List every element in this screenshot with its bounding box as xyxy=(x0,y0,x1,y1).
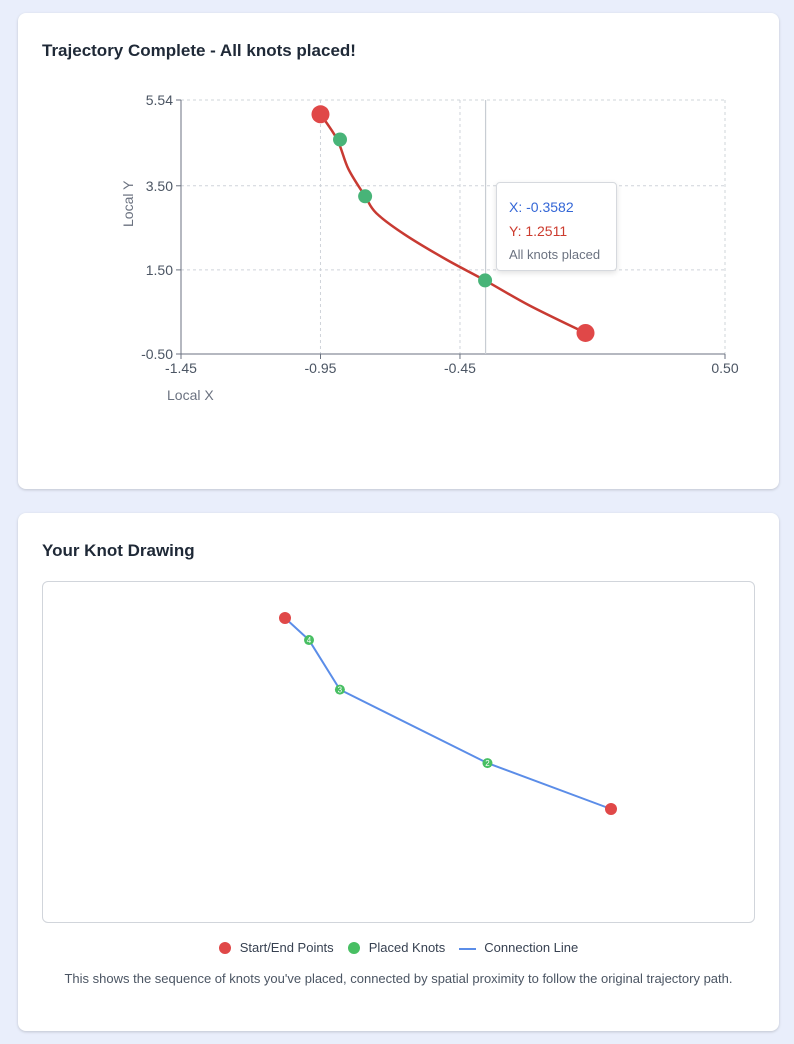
green-dot-icon xyxy=(347,941,360,954)
knot-drawing-svg: 4 3 2 xyxy=(279,612,617,815)
x-tick-label: -1.45 xyxy=(165,360,197,376)
placed-knot-point xyxy=(358,189,373,204)
x-tick-label: -0.95 xyxy=(305,360,337,376)
knot-number: 2 xyxy=(485,759,490,768)
trajectory-title: Trajectory Complete - All knots placed! xyxy=(42,41,356,60)
knot-marker xyxy=(482,758,493,769)
legend-connection-label: Connection Line xyxy=(484,940,579,955)
endpoint-marker xyxy=(605,803,617,815)
x-axis-title: Local X xyxy=(167,387,214,403)
knot-number: 4 xyxy=(307,636,312,645)
knot-number: 3 xyxy=(338,686,343,695)
y-tick-label: 3.50 xyxy=(146,178,173,194)
y-axis-title: Local Y xyxy=(120,180,136,227)
x-tick-label: 0.50 xyxy=(711,360,738,376)
knot-marker xyxy=(304,635,315,646)
trajectory-line xyxy=(319,113,587,335)
endpoint-marker xyxy=(279,612,291,624)
placed-knot-point xyxy=(333,132,348,147)
y-tick-label: -0.50 xyxy=(141,346,173,362)
y-tick-label: 1.50 xyxy=(146,262,173,278)
drawing-legend: Start/End Points Placed Knots Connection… xyxy=(18,940,779,955)
red-dot-icon xyxy=(218,941,231,954)
start-end-point xyxy=(576,323,595,342)
start-end-point xyxy=(311,105,330,124)
tooltip-x-value: X: -0.3582 xyxy=(509,199,574,215)
tooltip-y-value: Y: 1.2511 xyxy=(509,223,568,239)
legend-placed-knots: Placed Knots xyxy=(347,940,446,955)
trajectory-card: Trajectory Complete - All knots placed! … xyxy=(18,13,779,489)
legend-connection-line: Connection Line xyxy=(459,940,578,955)
legend-start-end-label: Start/End Points xyxy=(239,940,334,955)
x-tick-label: -0.45 xyxy=(444,360,476,376)
chart-tooltip: X: -0.3582 Y: 1.2511 All knots placed xyxy=(496,182,617,271)
y-tick-label: 5.54 xyxy=(146,92,173,108)
connection-line xyxy=(284,617,612,810)
placed-knot-point xyxy=(478,273,493,288)
knot-drawing-title: Your Knot Drawing xyxy=(42,541,195,560)
tooltip-note: All knots placed xyxy=(509,247,601,262)
knot-marker xyxy=(334,684,345,695)
line-swatch-icon xyxy=(459,948,477,950)
knot-drawing-canvas[interactable]: 4 3 2 xyxy=(42,581,755,923)
legend-placed-knots-label: Placed Knots xyxy=(368,940,446,955)
drawing-caption: This shows the sequence of knots you've … xyxy=(64,971,733,986)
trajectory-chart[interactable]: -1.45 -0.95 -0.45 0.50 -0.50 1.50 3.50 5.54 Loca… xyxy=(18,13,779,489)
knot-drawing-card: Your Knot Drawing 4 3 2 Start/End Points P… xyxy=(18,513,779,1031)
legend-start-end: Start/End Points xyxy=(218,940,334,955)
